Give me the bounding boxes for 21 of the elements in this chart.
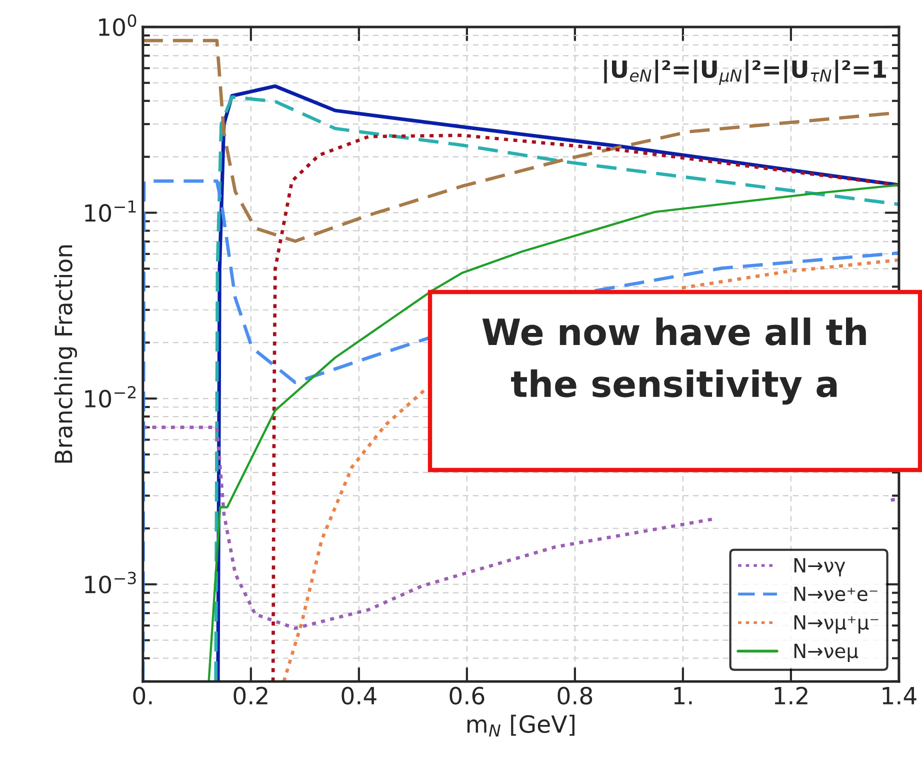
annotation: We now have all th — [482, 318, 866, 346]
annotation: the sensitivity a — [511, 369, 837, 405]
y-tick-label: 10$^{0}$ — [99, 14, 136, 36]
annotation: |U$_{eN}$|²=|U$_{μN}$|²=|U$_{τN}$|²=1 — [604, 60, 886, 86]
x-tick-label: 1. — [674, 687, 692, 704]
x-tick-label: 1.2 — [774, 686, 808, 704]
x-tick-label: 0. — [133, 686, 152, 705]
y-tick-label: 10$^{−2}$ — [85, 386, 136, 408]
x-tick-label: 1.4 — [882, 687, 916, 704]
legend-label: N→νγ — [794, 558, 846, 576]
x-tick-label: 0.4 — [342, 686, 376, 705]
legend-label: N→νe⁺e⁻ — [794, 586, 878, 602]
y-axis-title: Branching Fraction — [54, 245, 78, 463]
y-tick-label: 10$^{−1}$ — [85, 200, 136, 222]
legend-label: N→νeμ — [794, 644, 858, 662]
x-tick-label: 0.2 — [234, 686, 268, 705]
x-tick-label: 0.8 — [558, 686, 592, 705]
x-tick-label: 0.6 — [450, 686, 484, 705]
y-tick-label: 10$^{−3}$ — [85, 572, 136, 594]
x-axis-title: m$_{N}$ [GeV] — [467, 714, 574, 737]
legend-label: N→νμ⁺μ⁻ — [794, 615, 878, 634]
